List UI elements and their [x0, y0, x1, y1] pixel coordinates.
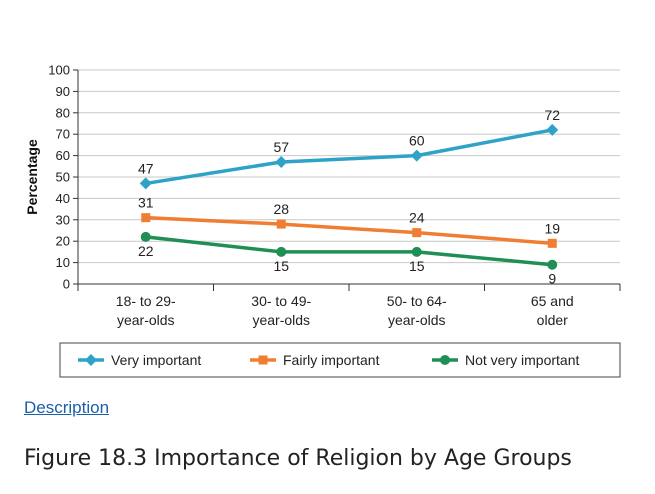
y-tick-label: 40: [56, 191, 70, 206]
data-label: 60: [409, 133, 425, 149]
y-tick-label: 80: [56, 105, 70, 120]
series-line: [145, 128, 553, 186]
data-point: [275, 156, 288, 169]
y-tick-label: 10: [56, 255, 70, 270]
legend-swatch-marker: [258, 355, 268, 365]
data-label: 57: [273, 139, 289, 155]
data-point: [140, 231, 151, 242]
data-point: [547, 259, 558, 270]
series-line: [145, 215, 553, 246]
x-tick-label: year-olds: [117, 312, 175, 328]
x-tick-label: 65 and: [531, 293, 574, 309]
legend-label: Fairly important: [283, 352, 380, 368]
data-label: 24: [409, 210, 425, 226]
data-label: 15: [273, 258, 289, 274]
data-point: [547, 238, 557, 248]
data-point: [412, 228, 422, 238]
data-point: [546, 123, 559, 136]
legend-swatch-marker: [440, 355, 450, 365]
legend-label: Not very important: [465, 352, 579, 368]
y-tick-label: 70: [56, 127, 70, 142]
data-label: 31: [138, 195, 154, 211]
y-axis-label: Percentage: [24, 139, 40, 215]
x-tick-label: 30- to 49-: [251, 293, 311, 309]
y-tick-label: 30: [56, 212, 70, 227]
series-line: [145, 235, 553, 267]
y-tick-label: 50: [56, 170, 70, 185]
data-point: [276, 219, 286, 229]
data-label: 22: [138, 243, 154, 259]
data-point: [141, 213, 151, 223]
x-tick-label: 18- to 29-: [116, 293, 176, 309]
data-label: 9: [548, 271, 556, 287]
description-link[interactable]: Description: [24, 398, 110, 417]
line-chart: 0 10 20 30 40 50 60 70 80 90 100 18- to 29- year-old…: [24, 63, 621, 378]
legend-swatch-marker: [85, 354, 97, 366]
data-label: 47: [138, 160, 154, 176]
data-label: 19: [544, 220, 560, 236]
legend-box: [59, 342, 621, 378]
figure-caption: Figure 18.3 Importance of Religion by Ag…: [24, 446, 572, 471]
y-tick-label: 20: [56, 234, 70, 249]
y-tick-label: 90: [56, 84, 70, 99]
data-point: [276, 246, 287, 257]
y-tick-label: 100: [48, 63, 70, 78]
y-tick-label: 0: [63, 277, 70, 292]
x-tick-label: year-olds: [388, 312, 446, 328]
data-label: 15: [409, 258, 425, 274]
data-point: [410, 149, 423, 162]
x-tick-label: 50- to 64-: [387, 293, 447, 309]
data-label: 72: [544, 107, 560, 123]
x-tick-label: older: [537, 312, 568, 328]
data-label: 28: [273, 201, 289, 217]
y-tick-label: 60: [56, 148, 70, 163]
data-point: [411, 246, 422, 257]
x-tick-label: year-olds: [252, 312, 310, 328]
data-point: [139, 177, 152, 190]
legend-label: Very important: [111, 352, 201, 368]
